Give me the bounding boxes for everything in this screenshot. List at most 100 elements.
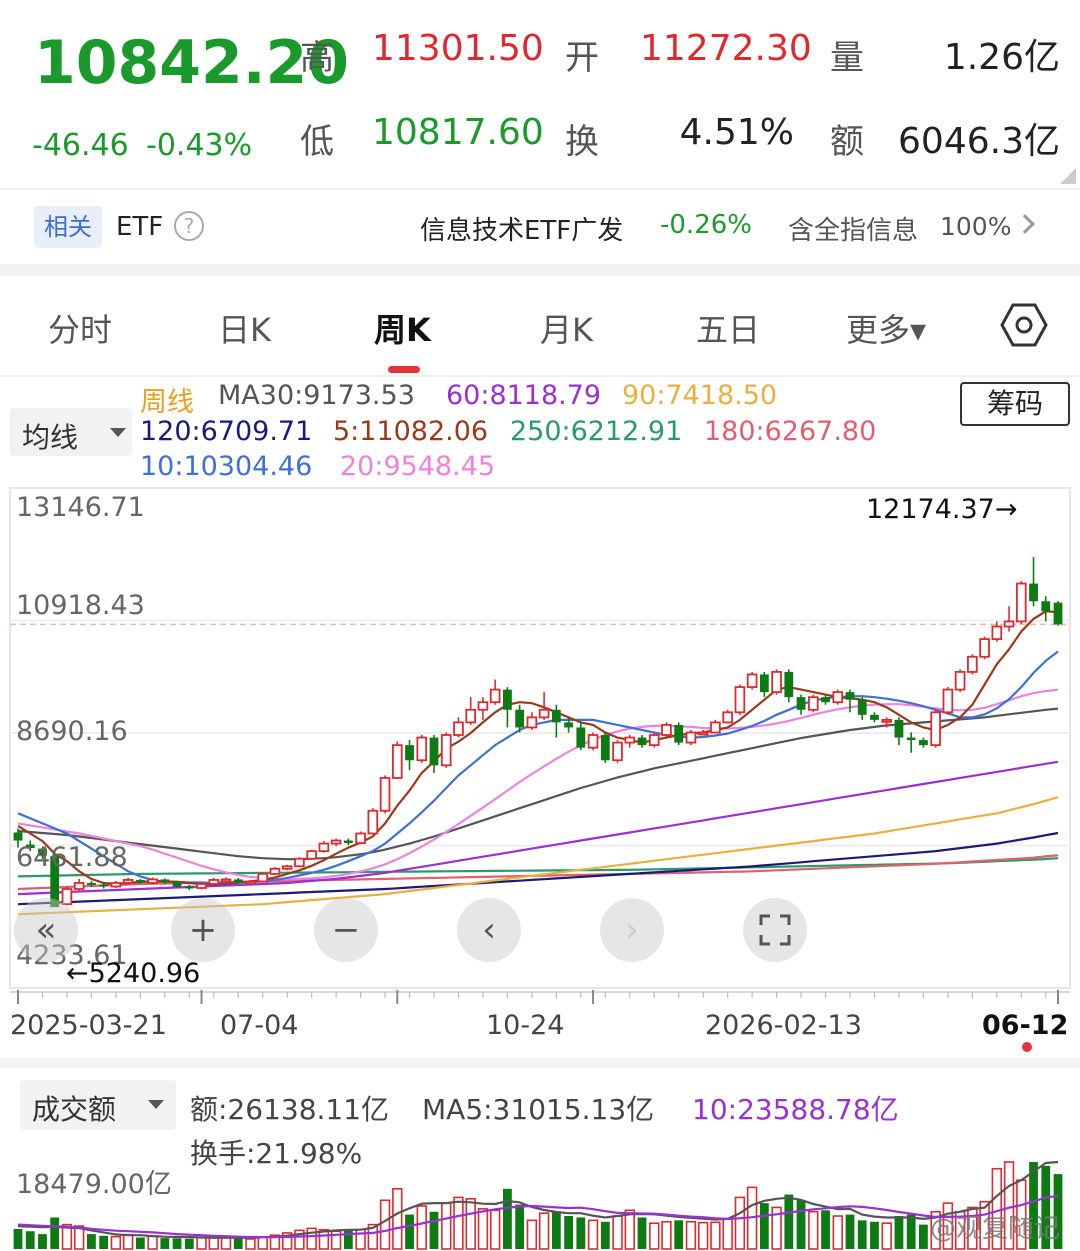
volume-bar	[845, 1214, 855, 1249]
volume-bar	[771, 1206, 782, 1250]
volume-bar	[1041, 1165, 1051, 1249]
volume-bar	[367, 1223, 379, 1250]
volume-bar	[477, 1208, 489, 1250]
candle	[147, 878, 158, 884]
volume-bar	[306, 1227, 317, 1250]
volume-bar	[392, 1187, 403, 1250]
volume-bar	[942, 1202, 954, 1250]
volume-ma5-line	[17, 1160, 1059, 1239]
volume-bar	[600, 1221, 610, 1249]
help-icon[interactable]: ?	[174, 211, 204, 241]
volume-bar	[61, 1223, 73, 1250]
caret-down-icon	[148, 1100, 164, 1109]
volume-bar	[135, 1237, 145, 1249]
x-tick-1: 07-04	[220, 1010, 299, 1041]
chip-distribution-button[interactable]: 筹码	[960, 382, 1070, 426]
tab-intraday[interactable]: 分时	[48, 311, 113, 349]
candle	[784, 671, 794, 698]
fast-back-button[interactable]: «	[14, 898, 78, 962]
volume-bar	[172, 1238, 182, 1249]
volume-y-tick: 18479.00亿	[16, 1169, 172, 1200]
candle	[208, 879, 220, 885]
zoom-in-button[interactable]: +	[171, 898, 235, 962]
volume-bar	[637, 1217, 647, 1249]
x-tick-2: 10-24	[486, 1010, 565, 1041]
volume-bar	[73, 1225, 85, 1250]
candle	[355, 832, 366, 844]
amount-value: 6046.3亿	[898, 121, 1060, 162]
y-tick-3: 6461.88	[16, 842, 128, 873]
candle	[538, 708, 550, 719]
candle	[807, 696, 819, 711]
step-back-button[interactable]: ‹	[457, 898, 521, 962]
ma120-value: 120:6709.71	[140, 416, 313, 447]
tab-five-day[interactable]: 五日	[696, 311, 761, 349]
volume-bar	[405, 1214, 414, 1249]
etf-name[interactable]: 信息技术ETF广发	[420, 216, 624, 246]
volume-selector[interactable]: 成交额	[20, 1080, 176, 1130]
candle	[220, 878, 232, 883]
candle	[637, 737, 647, 746]
step-forward-button[interactable]: ›	[600, 898, 664, 962]
volume-bar	[441, 1202, 452, 1250]
candle	[759, 674, 769, 693]
amount-label: 额	[830, 122, 864, 162]
volume-bar	[453, 1196, 464, 1250]
tab-daily-k[interactable]: 日K	[218, 311, 271, 349]
volume-bar	[1029, 1162, 1038, 1249]
volume-bar	[649, 1222, 660, 1250]
settings-hexagon-icon[interactable]	[1000, 302, 1048, 348]
volume-bar	[906, 1214, 916, 1249]
candle	[1053, 602, 1063, 625]
candle	[318, 842, 330, 853]
tab-more[interactable]: 更多▾	[846, 311, 927, 349]
volume-amount: 额:26138.11亿	[190, 1093, 390, 1126]
volume-bar	[196, 1236, 207, 1250]
volume-bar	[122, 1233, 134, 1250]
candle	[771, 671, 782, 694]
candle	[991, 625, 1003, 641]
candle	[821, 697, 830, 703]
candle	[87, 882, 96, 885]
candle	[330, 839, 342, 845]
tab-monthly-k[interactable]: 月K	[540, 311, 593, 349]
candle	[367, 809, 379, 835]
open-value: 11272.30	[640, 28, 812, 69]
tab-weekly-k[interactable]: 周K	[374, 311, 431, 349]
volume-bar	[612, 1215, 623, 1250]
volume-bar	[50, 1217, 60, 1249]
volume-bar	[503, 1188, 512, 1249]
candle	[746, 673, 758, 688]
candle	[489, 688, 501, 704]
ma90-value: 90:7418.50	[622, 380, 778, 411]
volume-bar	[184, 1238, 194, 1249]
candle	[294, 857, 305, 868]
candle	[135, 879, 145, 883]
candle	[576, 727, 586, 748]
expand-corner-icon[interactable]	[1060, 168, 1076, 184]
fullscreen-button[interactable]	[743, 898, 807, 962]
candle	[942, 688, 954, 714]
candle	[99, 884, 109, 887]
candle	[624, 736, 636, 744]
related-badge: 相关	[34, 206, 102, 248]
candle	[930, 711, 941, 747]
volume-bar	[832, 1215, 843, 1250]
candle	[465, 708, 477, 724]
zoom-out-button[interactable]: −	[314, 898, 378, 962]
ma-selector[interactable]: 均线	[10, 408, 132, 456]
ma250-value: 250:6212.91	[510, 416, 683, 447]
candle	[61, 888, 73, 906]
volume-bar	[759, 1203, 769, 1249]
volume-bar	[967, 1206, 978, 1250]
price-change-pct: -0.43%	[146, 128, 253, 163]
volume-ma5: MA5:31015.13亿	[422, 1093, 655, 1126]
volume-bar	[784, 1194, 794, 1249]
volume-bar	[919, 1224, 928, 1249]
etf-label: ETF	[116, 212, 164, 242]
candle	[857, 699, 867, 715]
chevron-right-icon[interactable]	[1015, 214, 1035, 234]
volume-bar	[416, 1205, 427, 1250]
candle	[257, 872, 269, 883]
candle	[979, 638, 990, 658]
